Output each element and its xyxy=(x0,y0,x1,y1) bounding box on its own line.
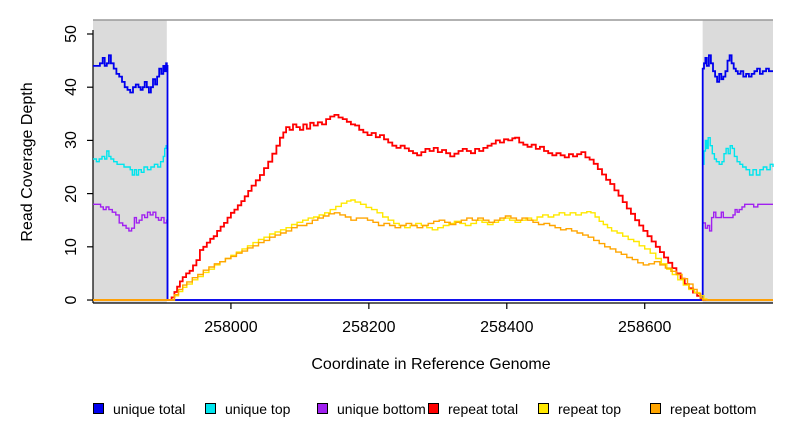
series-line-repeat-bottom xyxy=(93,212,773,301)
y-tick-label: 10 xyxy=(63,237,80,256)
y-tick-label: 20 xyxy=(63,184,80,203)
legend-item-repeat-top: repeat top xyxy=(538,400,622,417)
y-axis-ticks xyxy=(87,33,93,301)
legend-label: unique total xyxy=(113,400,186,417)
x-axis-title: Coordinate in Reference Genome xyxy=(311,356,551,373)
y-axis-title: Read Coverage Depth xyxy=(19,82,36,242)
unique-top-swatch-icon xyxy=(205,403,216,414)
series-line-unique-total xyxy=(93,54,773,301)
legend-item-unique-top: unique top xyxy=(205,400,291,417)
legend-item-repeat-bottom: repeat bottom xyxy=(650,400,757,417)
repeat-total-swatch-icon xyxy=(428,403,439,414)
x-tick-label: 258000 xyxy=(204,319,258,336)
legend-item-unique-bottom: unique bottom xyxy=(317,400,426,417)
series-line-unique-top xyxy=(93,137,774,301)
legend-item-unique-total: unique total xyxy=(93,400,186,417)
y-tick-label: 30 xyxy=(63,131,80,150)
legend-label: repeat bottom xyxy=(670,400,757,417)
series-line-repeat-top xyxy=(93,199,773,301)
x-tick-label: 258600 xyxy=(618,319,672,336)
series-lines xyxy=(93,54,774,301)
legend-item-repeat-total: repeat total xyxy=(428,400,519,417)
y-tick-label: 0 xyxy=(63,295,80,305)
repeat-top-swatch-icon xyxy=(538,403,549,414)
shaded-flank-regions xyxy=(93,20,773,303)
y-tick-label: 50 xyxy=(63,25,80,43)
x-tick-label: 258400 xyxy=(480,319,534,336)
x-tick-label: 258200 xyxy=(342,319,396,336)
series-line-repeat-total xyxy=(93,114,773,301)
repeat-bottom-swatch-icon xyxy=(650,403,661,414)
shaded-region xyxy=(93,20,167,303)
legend-label: unique bottom xyxy=(337,400,426,417)
x-axis-ticks xyxy=(230,303,646,309)
y-tick-label: 40 xyxy=(63,78,80,97)
legend-label: repeat total xyxy=(448,400,519,417)
series-line-unique-bottom xyxy=(93,203,773,301)
unique-total-swatch-icon xyxy=(93,403,104,414)
legend-label: unique top xyxy=(225,400,291,417)
legend-label: repeat top xyxy=(558,400,622,417)
unique-bottom-swatch-icon xyxy=(317,403,328,414)
